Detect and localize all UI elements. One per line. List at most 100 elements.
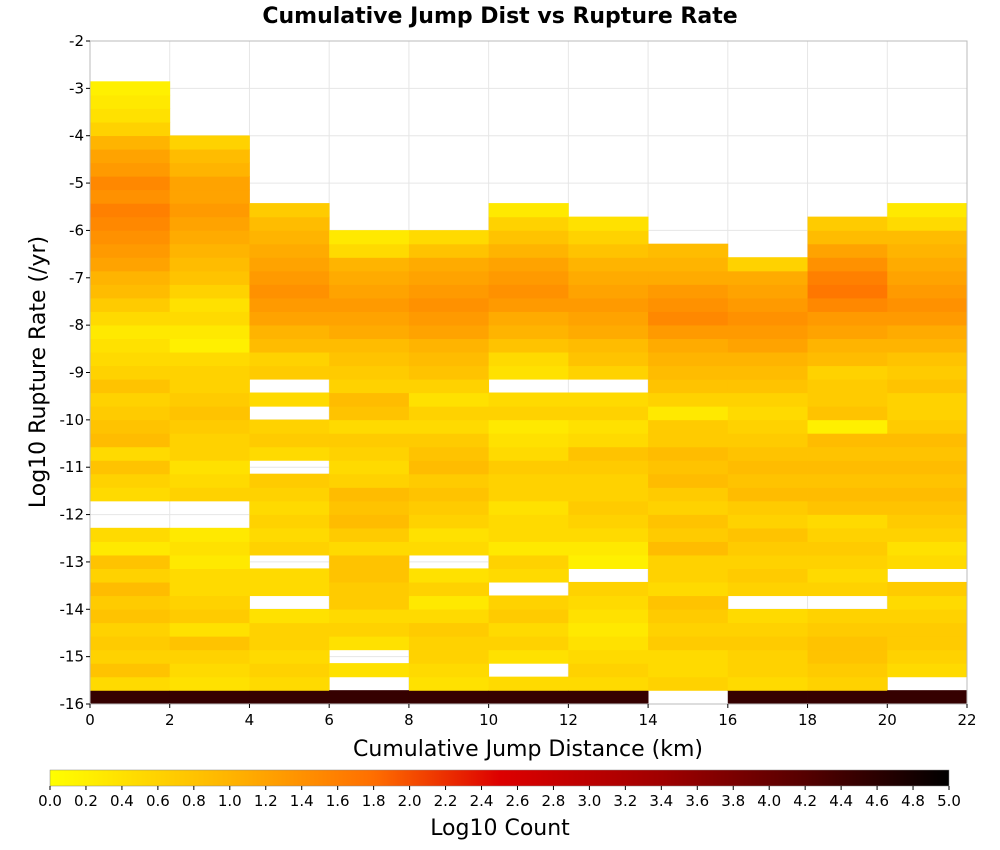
heatmap-cell bbox=[488, 473, 569, 488]
heatmap-cell bbox=[807, 324, 888, 339]
x-tick-label: 22 bbox=[957, 711, 976, 729]
x-axis-ticks: 0 2 4 6 8 10 12 14 16 18 20 22 bbox=[85, 704, 977, 729]
heatmap-cell bbox=[648, 541, 729, 556]
heatmap-cell bbox=[90, 230, 171, 245]
heatmap-cell bbox=[249, 216, 330, 231]
heatmap-cell bbox=[488, 406, 569, 421]
heatmap-cell bbox=[887, 216, 968, 231]
heatmap-cell bbox=[408, 581, 490, 597]
heatmap-cell bbox=[169, 297, 250, 312]
colorbar-tick-label: 0.4 bbox=[110, 792, 134, 810]
heatmap-cell bbox=[329, 581, 410, 597]
heatmap-cell bbox=[329, 338, 410, 353]
heatmap-cell bbox=[568, 514, 649, 529]
heatmap-cell bbox=[488, 257, 569, 272]
heatmap-cell bbox=[249, 608, 330, 624]
colorbar-tick-label: 0.6 bbox=[146, 792, 170, 810]
y-axis-title: Log10 Rupture Rate (/yr) bbox=[26, 236, 51, 508]
heatmap-cell bbox=[648, 406, 729, 421]
colorbar-tick-label: 1.8 bbox=[362, 792, 386, 810]
heatmap-cell bbox=[887, 663, 968, 678]
heatmap-cell bbox=[249, 622, 330, 637]
heatmap-cell bbox=[568, 324, 649, 339]
heatmap-cell bbox=[329, 568, 410, 583]
heatmap-cell bbox=[169, 243, 250, 258]
colorbar-tick-label: 2.8 bbox=[542, 792, 566, 810]
heatmap-cell bbox=[169, 568, 250, 583]
heatmap-cell bbox=[408, 270, 490, 285]
heatmap-cell bbox=[329, 608, 410, 624]
heatmap-cell bbox=[169, 676, 250, 691]
heatmap-cell bbox=[568, 284, 649, 299]
heatmap-cell bbox=[727, 378, 808, 394]
heatmap-cell bbox=[408, 351, 490, 367]
heatmap-cell bbox=[329, 527, 410, 542]
heatmap-cell bbox=[408, 676, 490, 691]
heatmap-cell bbox=[90, 284, 171, 299]
heatmap-cell bbox=[169, 351, 250, 367]
heatmap-cell bbox=[249, 230, 330, 245]
colorbar-tick-label: 4.2 bbox=[793, 792, 817, 810]
heatmap-cell bbox=[169, 487, 250, 502]
heatmap-cell bbox=[169, 257, 250, 272]
heatmap-cell bbox=[90, 487, 171, 502]
heatmap-cell bbox=[488, 433, 569, 448]
heatmap-cell bbox=[488, 392, 569, 407]
heatmap-cell bbox=[648, 649, 729, 664]
colorbar-title: Log10 Count bbox=[430, 816, 570, 841]
heatmap-cell bbox=[648, 392, 729, 407]
heatmap-cell bbox=[568, 338, 649, 353]
heatmap-cell bbox=[169, 284, 250, 299]
heatmap-cell bbox=[169, 203, 250, 218]
heatmap-cell bbox=[488, 608, 569, 624]
heatmap-cell bbox=[648, 284, 729, 299]
heatmap-cell bbox=[408, 419, 490, 434]
heatmap-cell bbox=[648, 446, 729, 461]
heatmap-cell bbox=[887, 446, 968, 461]
heatmap-cell bbox=[807, 378, 888, 394]
heatmap-cell bbox=[807, 446, 888, 461]
heatmap-cell bbox=[727, 487, 808, 502]
heatmap-cell bbox=[648, 460, 729, 475]
heatmap-cell bbox=[887, 419, 968, 434]
heatmap-cell bbox=[807, 365, 888, 380]
heatmap-cell bbox=[90, 636, 171, 651]
heatmap-cell bbox=[648, 554, 729, 569]
heatmap-cell bbox=[727, 392, 808, 407]
heatmap-cell bbox=[727, 297, 808, 312]
heatmap-cell bbox=[249, 297, 330, 312]
heatmap-cell bbox=[249, 500, 330, 515]
heatmap-cell bbox=[408, 378, 490, 394]
heatmap-cell bbox=[568, 365, 649, 380]
colorbar-tick-label: 2.6 bbox=[506, 792, 530, 810]
heatmap-cell bbox=[727, 622, 808, 637]
x-tick-label: 12 bbox=[559, 711, 578, 729]
heatmap-cell bbox=[249, 338, 330, 353]
colorbar-tick-label: 4.0 bbox=[757, 792, 781, 810]
heatmap-cell bbox=[90, 270, 171, 285]
y-tick-label: -14 bbox=[60, 600, 85, 618]
heatmap-cell bbox=[648, 487, 729, 502]
heatmap-cell bbox=[568, 392, 649, 407]
heatmap-cell bbox=[329, 257, 410, 272]
heatmap-cell bbox=[90, 541, 171, 556]
colorbar-tick-label: 0.8 bbox=[182, 792, 206, 810]
heatmap-cell bbox=[329, 460, 410, 475]
heatmap-cell bbox=[408, 690, 490, 705]
heatmap-cell bbox=[249, 514, 330, 529]
x-tick-label: 10 bbox=[479, 711, 498, 729]
heatmap-cell bbox=[648, 676, 729, 691]
colorbar-tick-label: 3.0 bbox=[577, 792, 601, 810]
heatmap-cell bbox=[887, 690, 968, 705]
heatmap-cell bbox=[488, 527, 569, 542]
heatmap-cell bbox=[329, 406, 410, 421]
heatmap-cell bbox=[727, 581, 808, 597]
heatmap-cell bbox=[887, 636, 968, 651]
y-tick-label: -12 bbox=[60, 506, 85, 524]
heatmap-cell bbox=[90, 243, 171, 258]
heatmap-cell bbox=[488, 338, 569, 353]
heatmap-cell bbox=[329, 690, 410, 705]
heatmap-cell bbox=[807, 460, 888, 475]
x-tick-label: 8 bbox=[404, 711, 414, 729]
heatmap-cell bbox=[807, 527, 888, 542]
